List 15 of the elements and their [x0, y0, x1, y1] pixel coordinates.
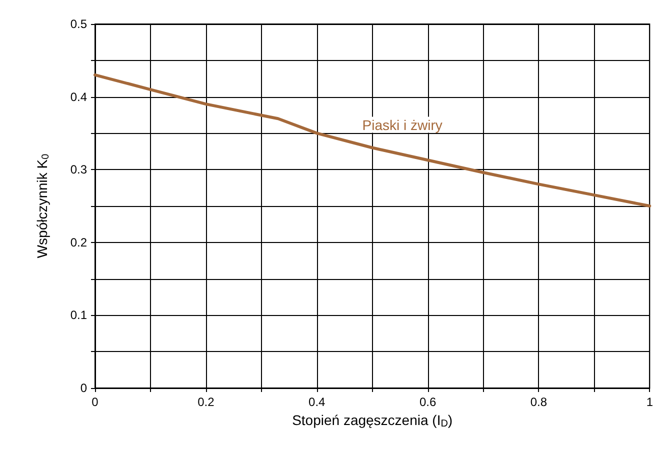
y-tick-label: 0.3: [70, 162, 88, 177]
x-tick-label: 0: [92, 395, 99, 409]
y-tick-label: 0: [80, 381, 88, 395]
y-tick-label: 0.5: [70, 17, 88, 31]
series-label: Piaski i żwiry: [362, 116, 442, 133]
y-tick-label: 0.1: [70, 308, 88, 322]
y-tick-label: 0.4: [70, 90, 88, 104]
y-tick-label: 0.2: [70, 235, 88, 250]
line-series: [94, 73, 652, 208]
x-tick-label: 0.2: [198, 395, 215, 409]
x-tick-label: 0.8: [530, 395, 548, 409]
x-tick-label: 1: [646, 395, 654, 409]
y-axis-title: Współczynnik K0: [34, 153, 52, 258]
x-tick-label: 0.6: [419, 395, 436, 409]
x-tick-label: 0.4: [308, 395, 326, 409]
